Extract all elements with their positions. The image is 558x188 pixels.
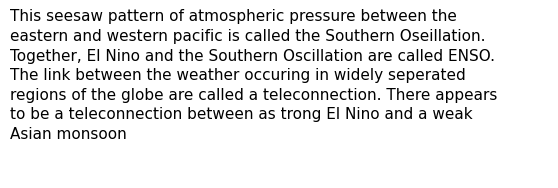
Text: This seesaw pattern of atmospheric pressure between the
eastern and western paci: This seesaw pattern of atmospheric press… (10, 9, 497, 142)
